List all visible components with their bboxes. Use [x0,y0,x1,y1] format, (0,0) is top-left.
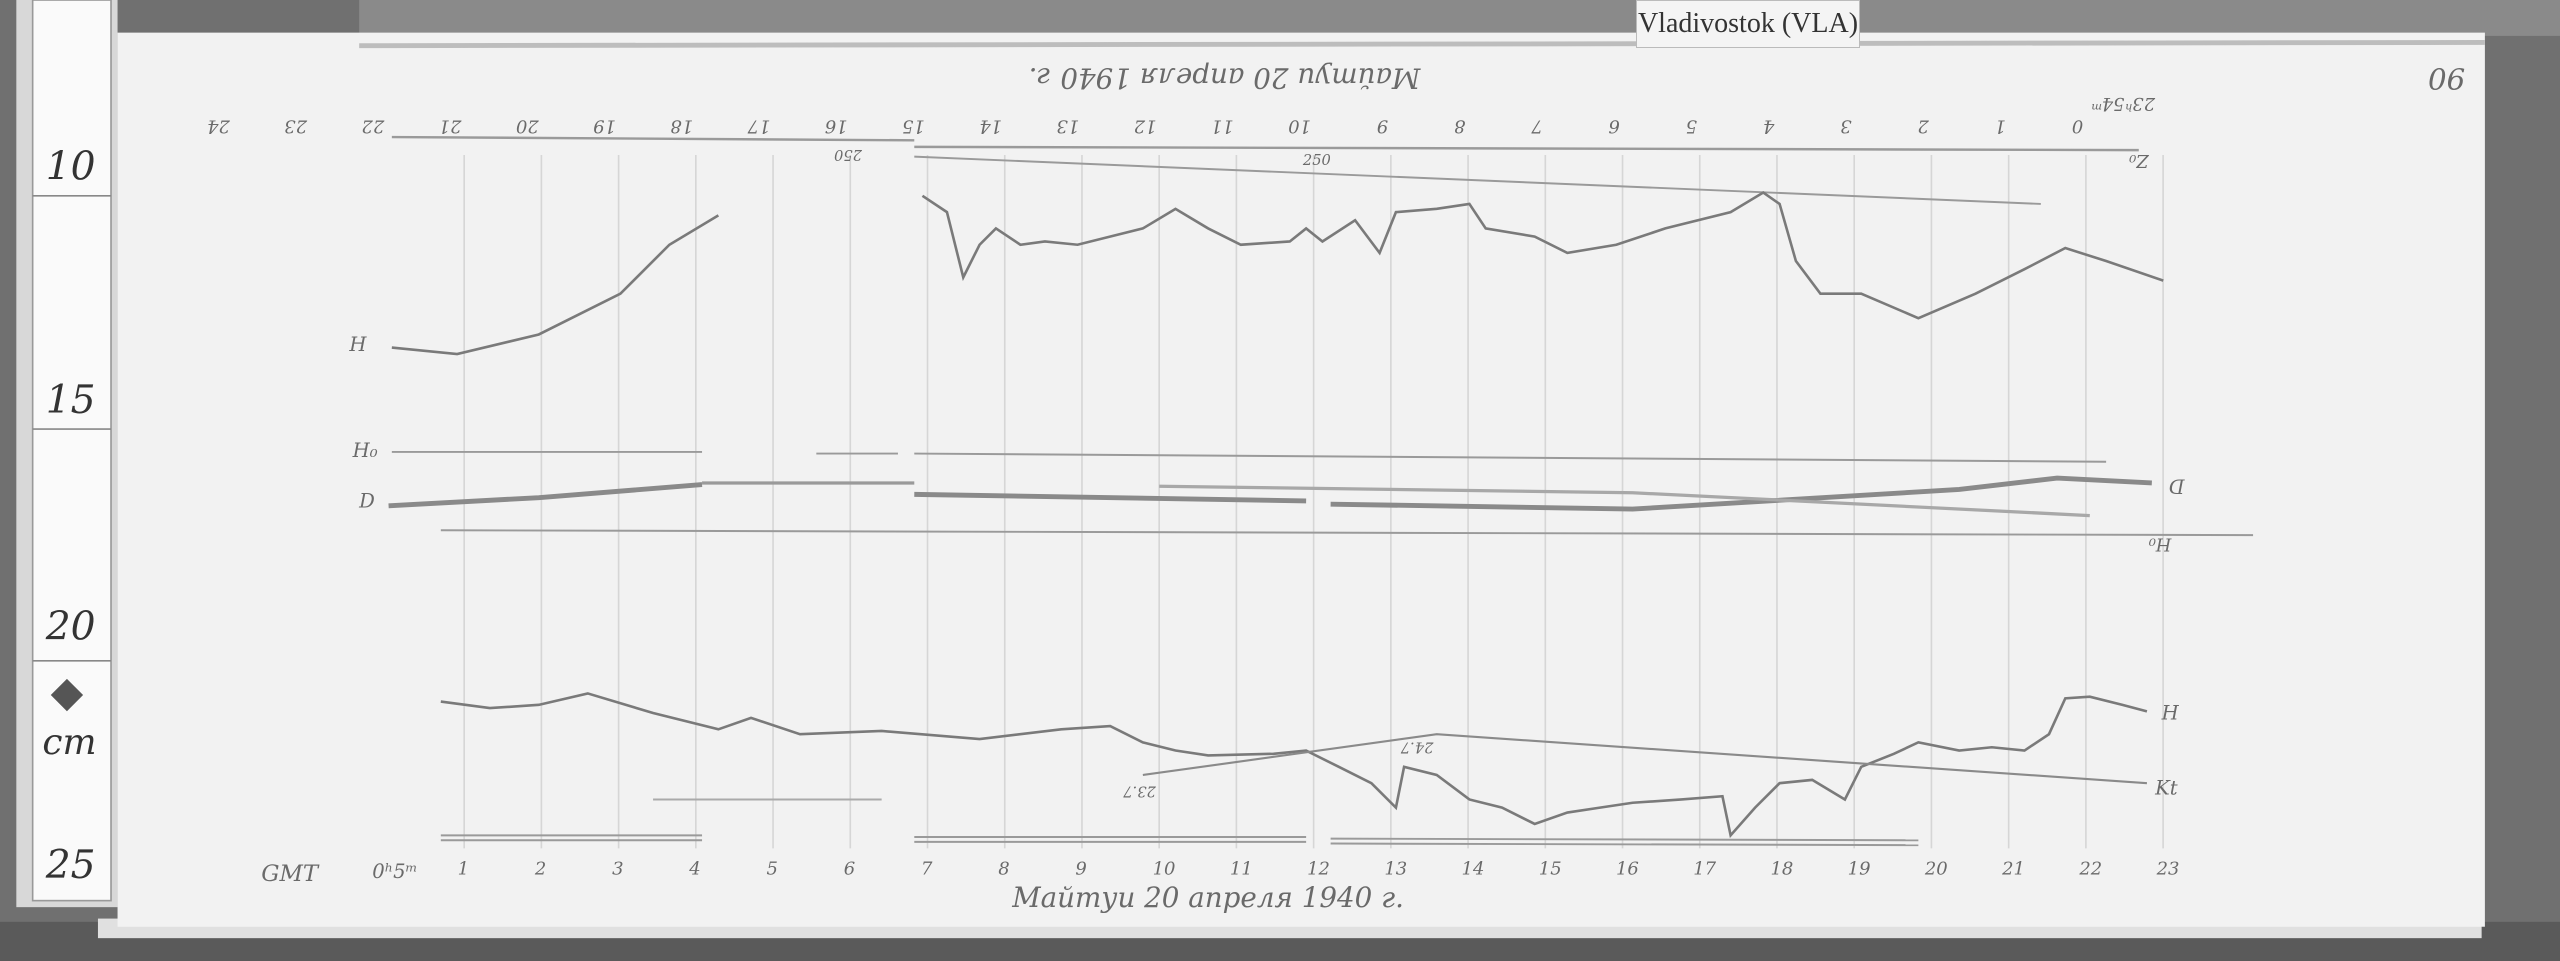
hour-label-bottom: 21 [2001,859,2025,880]
ruler-mark-15: 15 [46,378,96,423]
hour-label-bottom: 1 [458,859,469,880]
caption-bottom: Майтуи 20 апреля 1940 г. [1011,881,1404,914]
hour-label-top: 1 [1995,116,2006,137]
ruler-mark-20: 20 [45,605,96,650]
hour-label-bottom: 2 [534,859,546,880]
hour-label-bottom: 13 [1384,859,1407,880]
hour-label-bottom: 5 [767,859,778,880]
hour-label-top: 19 [593,116,616,137]
hour-label-bottom: 11 [1230,859,1253,880]
label-h-top: H [348,333,367,356]
ruler: 10 15 20 cm 25 [16,0,118,908]
h-trace-upper-2 [921,190,2164,320]
hour-label-top: 5 [1686,116,1697,137]
hour-label-top: 16 [825,116,848,137]
hour-label-bottom: 19 [1848,859,1871,880]
ruler-mark-25: 25 [45,843,96,888]
label-d: D [358,489,375,512]
h-trace-lower [440,692,2148,839]
label-h0: H₀ [352,439,378,462]
hour-label-top: 0 [2072,116,2083,137]
hour-label-bottom: 22 [2078,859,2102,880]
label-d-right: D [2168,475,2185,498]
hour-label-top: 2 [1917,116,1929,137]
label-z0: Z₀ [2129,150,2150,171]
hour-label-top: 14 [979,116,1002,137]
hour-label-top: 18 [670,116,693,137]
label-h-bottom: H [2161,702,2180,725]
hour-label-top: 10 [1288,116,1311,137]
hour-label-bottom: 6 [844,859,855,880]
hour-label-top: 3 [1840,116,1851,137]
top-start-time: 23ʰ54ᵐ [2091,93,2156,114]
ruler-mark-10: 10 [46,144,96,189]
station-label: Vladivostok (VLA) [1636,0,1860,48]
hour-label-top: 8 [1454,116,1465,137]
hour-label-bottom: 14 [1462,859,1485,880]
hour-label-bottom: 16 [1616,859,1639,880]
hour-label-top: 4 [1763,116,1775,137]
hour-label-bottom: 23 [2156,859,2180,880]
hour-label-top: 12 [1134,116,1157,137]
label-kt: Kt [2154,777,2178,800]
hour-label-top: 9 [1377,116,1388,137]
caption-top: Майтуи 20 апреля 1940 г. [1029,62,1422,95]
label-h0-right: H₀ [2149,533,2173,554]
hour-label-bottom: 8 [998,859,1009,880]
hour-label-top: 22 [361,116,385,137]
hour-label-bottom: 15 [1539,859,1562,880]
annotation-250-b: 250 [1302,152,1331,169]
hour-label-bottom: 4 [688,859,700,880]
h-trace-upper-1 [391,214,720,356]
ruler-unit: cm [42,722,96,763]
hour-label-top: 6 [1608,116,1619,137]
hour-label-bottom: 10 [1153,859,1176,880]
start-time: 0ʰ5ᵐ [372,860,417,883]
hour-axis-bottom: 1 2 3 4 5 6 7 8 9 10 11 12 13 14 15 16 17 18 19 20 21 22 23 [458,859,2180,880]
time-system: GMT [261,861,320,887]
hour-label-bottom: 20 [1924,859,1948,880]
hour-label-top: 20 [516,116,540,137]
hour-label-top: 17 [747,116,770,137]
hour-label-bottom: 18 [1770,859,1793,880]
hour-label-bottom: 3 [612,859,623,880]
hour-label-top: 13 [1057,116,1080,137]
hour-label-top: 11 [1211,116,1234,137]
ruler-logo-icon [50,678,84,712]
annotation-23-7: 23.7 [1123,782,1157,799]
annotation-24-7: 24.7 [1400,738,1434,755]
hour-label-bottom: 7 [921,859,933,880]
hour-label-top: 21 [439,116,463,137]
sheet-number: 90 [2428,62,2465,96]
hour-label-bottom: 12 [1307,859,1330,880]
hour-label-top: 7 [1531,116,1543,137]
hour-label-top: 24 [207,116,231,137]
hour-label-bottom: 17 [1693,859,1716,880]
kt-line [1142,733,2148,785]
hour-label-top: 23 [284,116,308,137]
hour-label-top: 15 [902,116,925,137]
annotation-250-a: 250 [834,146,863,163]
hour-label-bottom: 9 [1075,859,1086,880]
